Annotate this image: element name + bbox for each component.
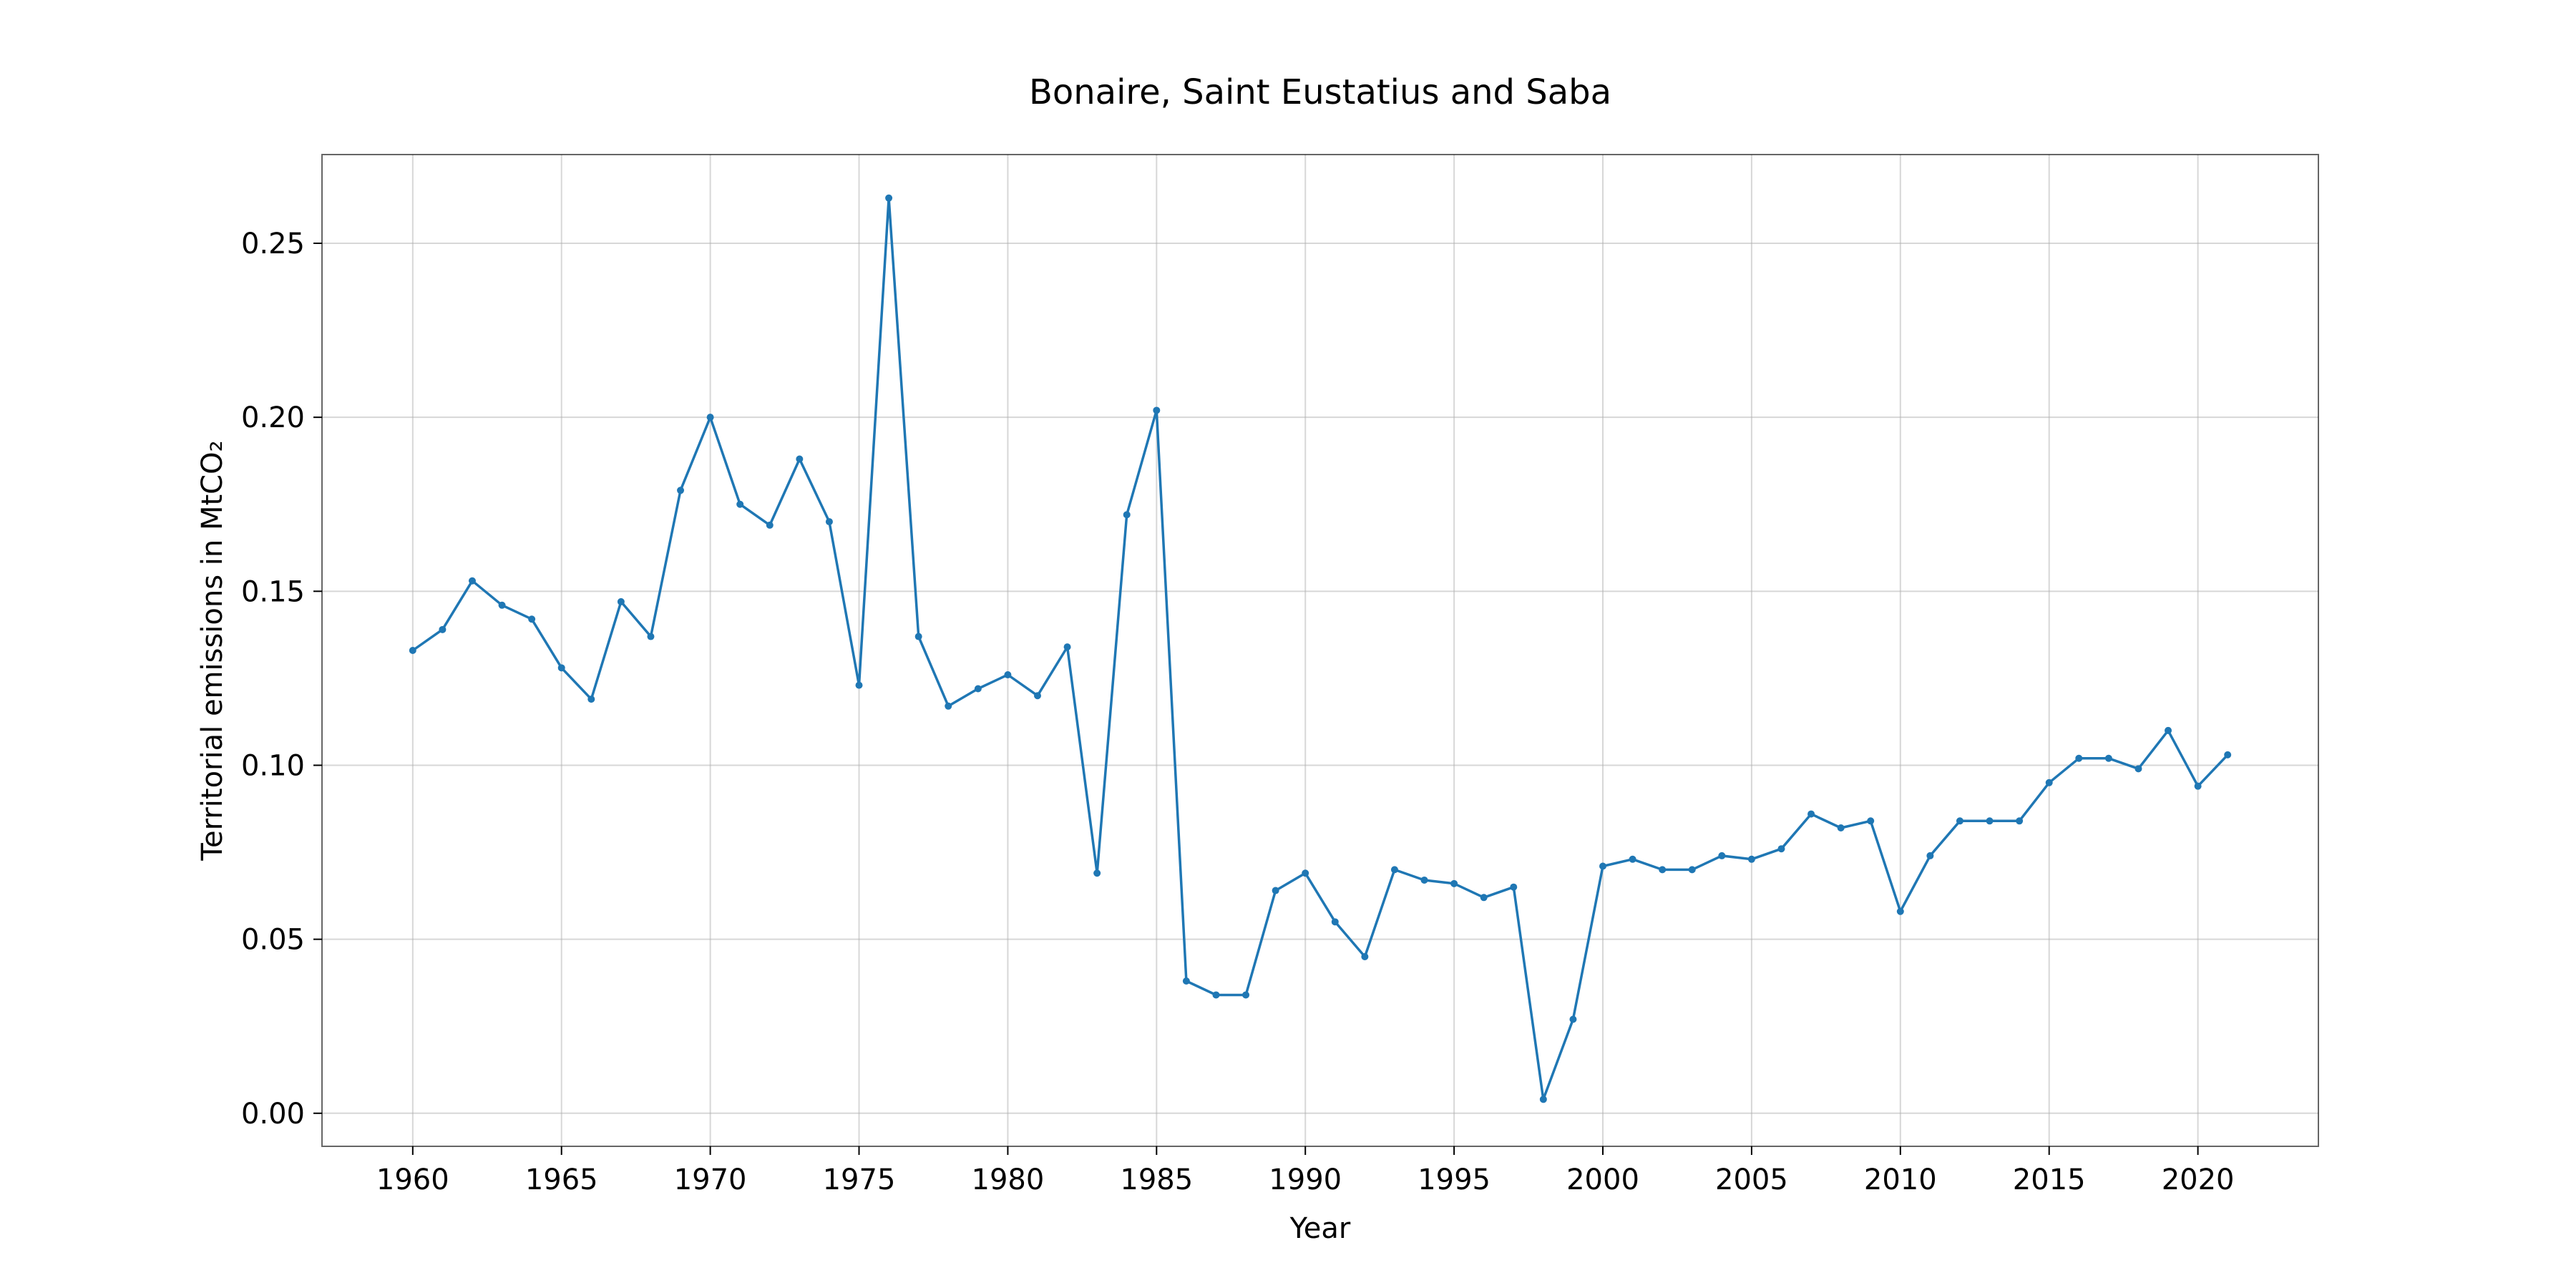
data-point	[1986, 817, 1994, 825]
data-point	[1747, 855, 1755, 863]
x-tick-label: 1980	[972, 1163, 1045, 1196]
data-point	[914, 633, 922, 640]
data-point	[2224, 751, 2232, 758]
data-point	[1361, 952, 1369, 960]
data-point	[2194, 782, 2202, 790]
y-tick-label: 0.10	[241, 749, 305, 782]
series-layer	[409, 194, 2232, 1103]
data-point	[1450, 879, 1458, 887]
data-point	[1063, 643, 1071, 651]
data-point	[1480, 894, 1488, 902]
y-tick-label: 0.25	[241, 228, 305, 260]
data-point	[855, 681, 863, 689]
data-point	[1420, 876, 1428, 884]
data-point	[1153, 406, 1161, 414]
y-tick-label: 0.00	[241, 1098, 305, 1131]
data-point	[2165, 726, 2172, 734]
data-point	[766, 521, 774, 529]
data-point	[1182, 977, 1190, 985]
data-point	[1837, 824, 1845, 832]
x-axis-label: Year	[1289, 1212, 1351, 1245]
data-point	[1302, 869, 1309, 877]
data-point	[825, 518, 833, 526]
x-tick-label: 1990	[1269, 1163, 1342, 1196]
data-point	[1569, 1015, 1577, 1023]
x-tick-label: 1970	[674, 1163, 747, 1196]
data-point	[1688, 866, 1696, 874]
x-tick-label: 2015	[2013, 1163, 2086, 1196]
data-point	[1659, 866, 1667, 874]
x-tick-label: 1995	[1418, 1163, 1491, 1196]
data-point	[1033, 692, 1041, 700]
chart-title: Bonaire, Saint Eustatius and Saba	[1029, 72, 1611, 112]
data-point	[885, 194, 893, 202]
grid-lines	[322, 155, 2318, 1146]
data-point	[1390, 866, 1398, 874]
series-line	[411, 197, 2229, 1101]
data-point	[945, 702, 952, 710]
data-point	[1123, 511, 1131, 519]
data-point	[677, 487, 685, 494]
data-point	[2104, 754, 2112, 762]
data-point	[468, 577, 476, 585]
data-point	[528, 615, 536, 623]
y-tick-label: 0.05	[241, 924, 305, 957]
data-point	[1629, 855, 1636, 863]
data-point	[1926, 852, 1934, 859]
x-tick-label: 1985	[1120, 1163, 1193, 1196]
data-point	[409, 647, 416, 654]
data-point	[1807, 810, 1815, 818]
data-point	[1539, 1096, 1547, 1103]
data-point	[2045, 779, 2053, 786]
y-tick-label: 0.20	[241, 401, 305, 434]
x-tick-label: 1975	[823, 1163, 896, 1196]
data-point	[2016, 817, 2024, 825]
x-tick-label: 1960	[376, 1163, 449, 1196]
x-tick-label: 2020	[2162, 1163, 2235, 1196]
x-tick-label: 2000	[1566, 1163, 1639, 1196]
data-point	[2075, 754, 2083, 762]
data-point	[617, 597, 625, 605]
x-tick-label: 2010	[1864, 1163, 1937, 1196]
data-point	[647, 633, 655, 640]
data-point	[1242, 991, 1250, 999]
data-point	[557, 664, 565, 672]
x-tick-label: 1965	[525, 1163, 598, 1196]
data-point	[587, 696, 595, 703]
plot-frame	[321, 154, 2319, 1147]
data-point	[736, 500, 744, 508]
y-tick-label: 0.15	[241, 575, 305, 608]
data-point	[2135, 765, 2142, 773]
data-point	[1272, 887, 1279, 894]
data-point	[706, 414, 714, 421]
data-point	[1896, 907, 1904, 915]
data-point	[1004, 671, 1012, 679]
data-point	[1718, 852, 1726, 859]
data-point	[498, 601, 506, 609]
data-point	[974, 685, 982, 693]
data-point	[439, 625, 447, 633]
y-axis-label: Territorial emissions in MtCO₂	[196, 440, 229, 861]
axis-ticks: 1960 1965 1970 1975 1980 1985 1990 1995 2000 2005…	[241, 228, 2235, 1196]
data-point	[796, 455, 804, 463]
data-point	[1510, 883, 1518, 891]
data-point	[1599, 862, 1607, 870]
data-point	[1212, 991, 1220, 999]
data-point	[1867, 817, 1875, 825]
x-tick-label: 2005	[1715, 1163, 1788, 1196]
data-point	[1956, 817, 1963, 825]
data-point	[1331, 918, 1339, 926]
data-point	[1093, 869, 1101, 877]
data-point	[1777, 845, 1785, 853]
